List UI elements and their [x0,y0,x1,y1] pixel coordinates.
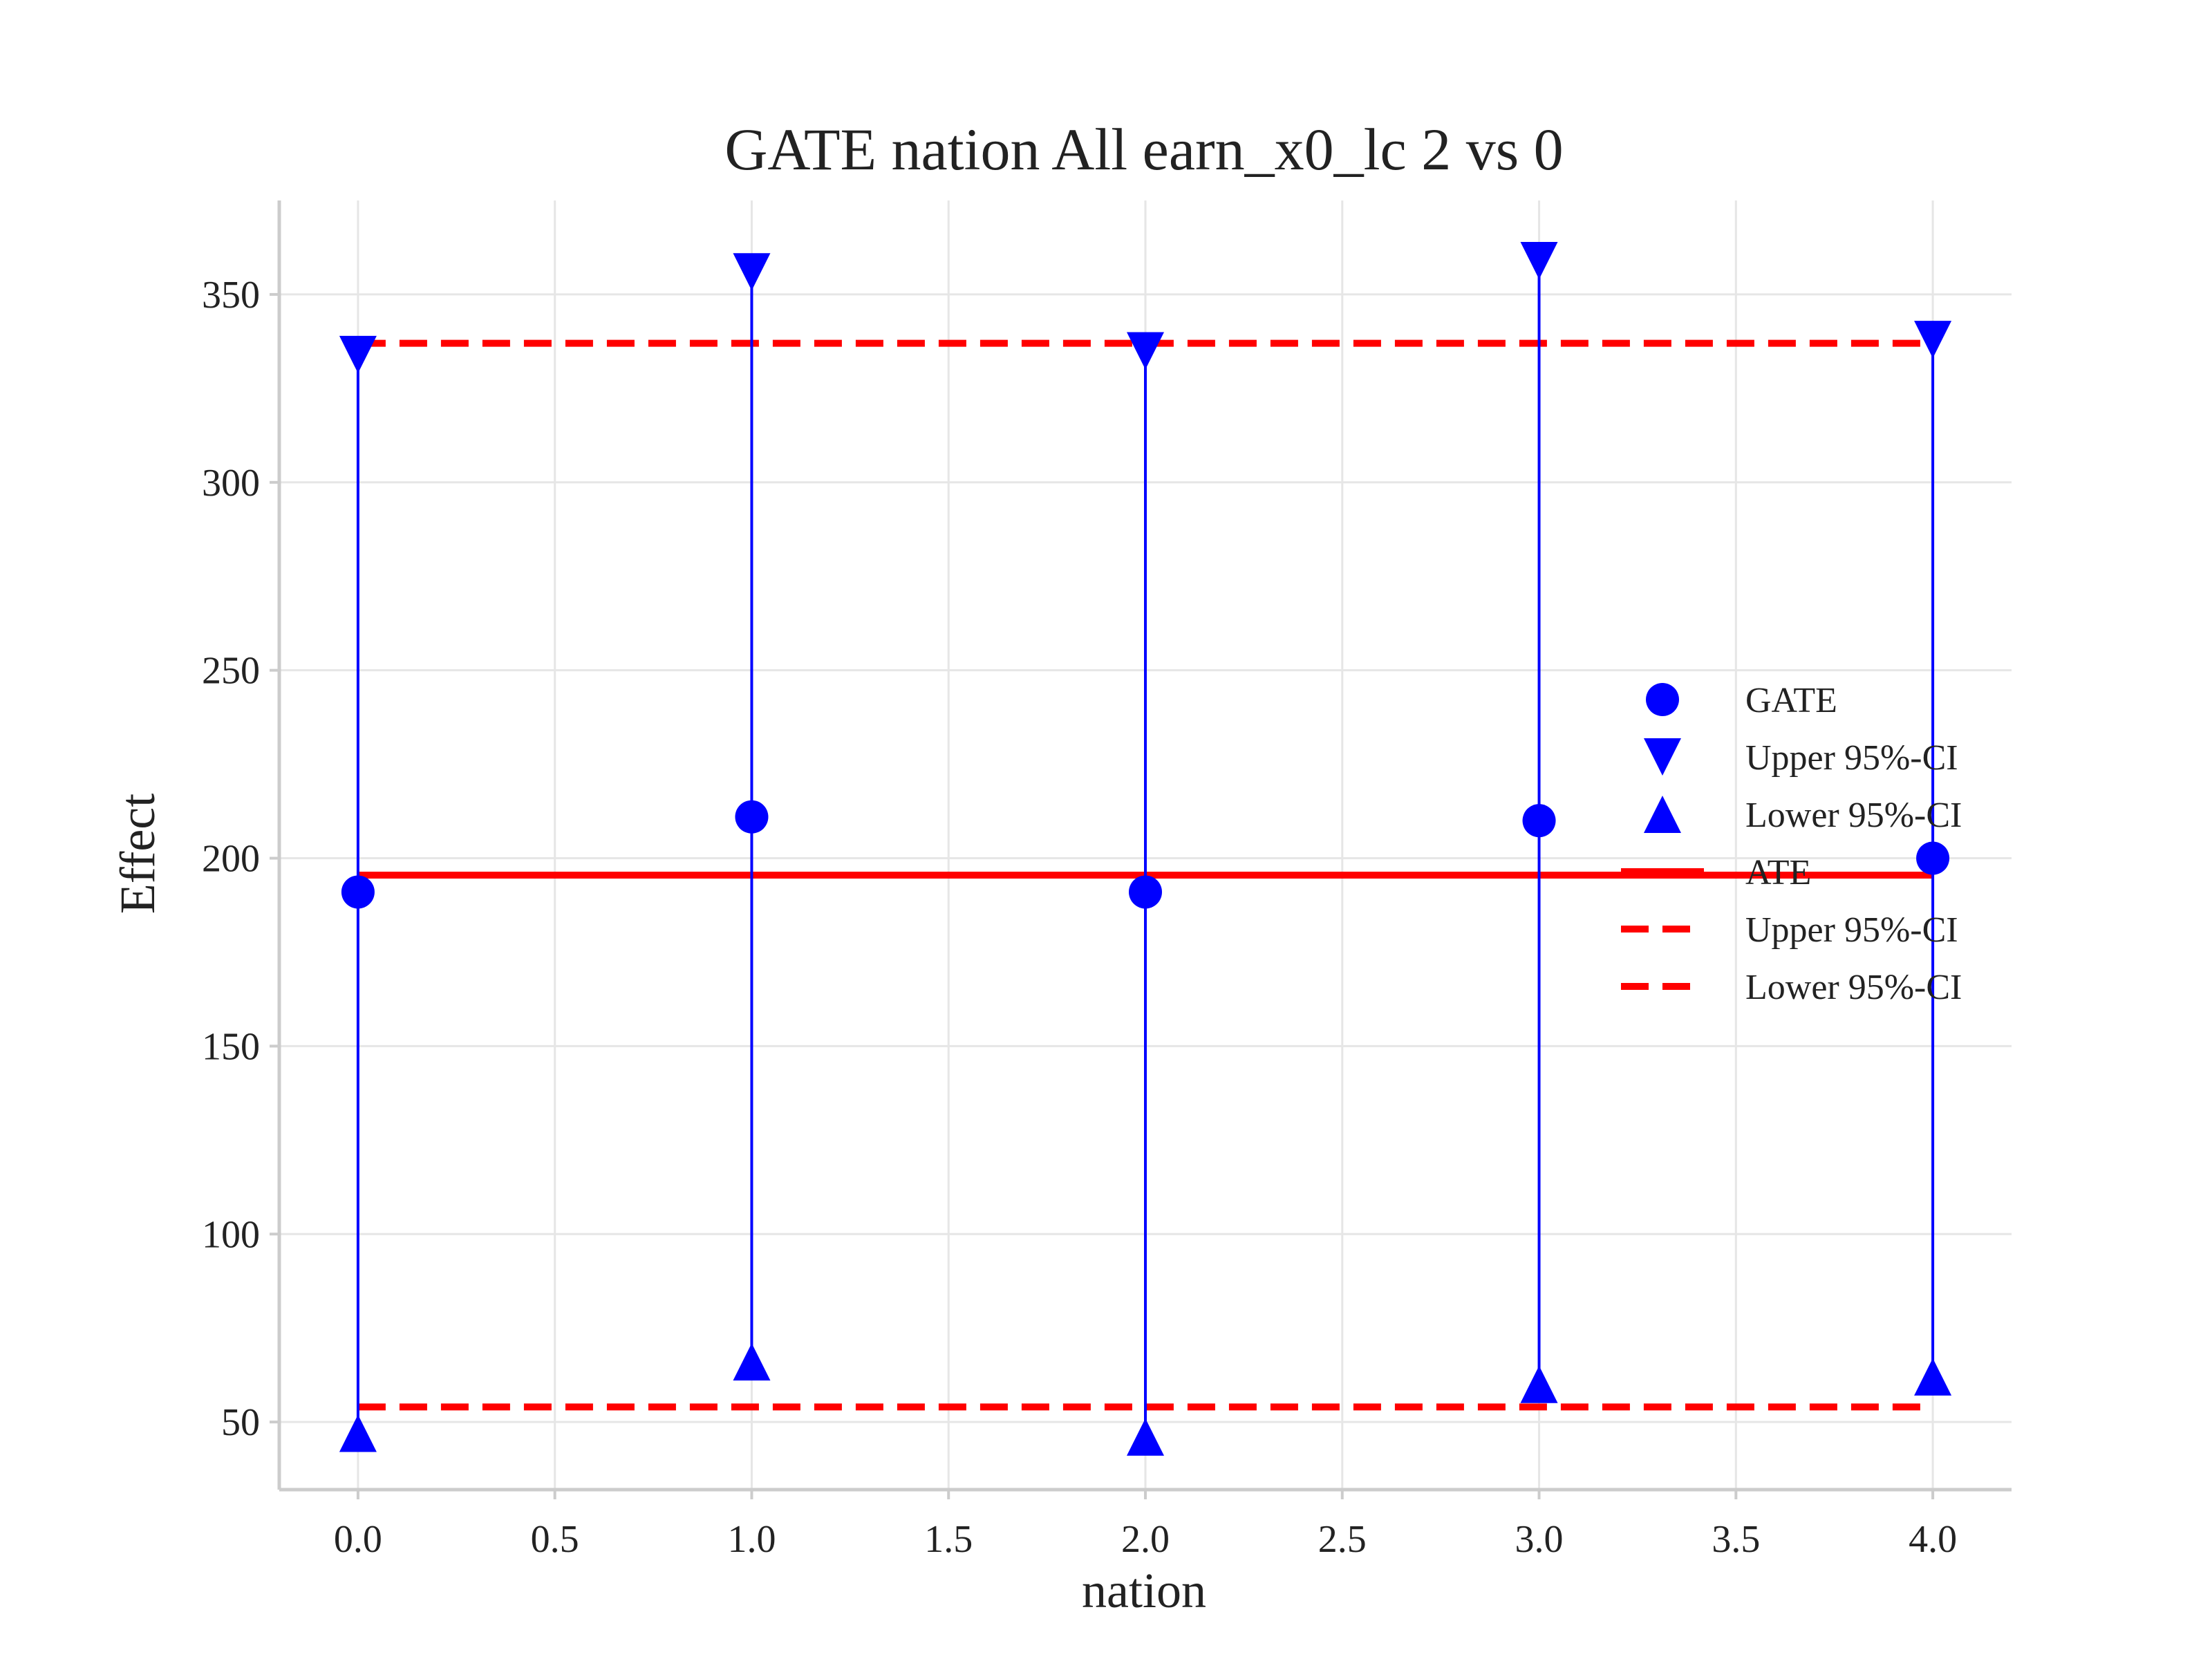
gate-point [1522,804,1556,838]
tick-labels: 0.0 0.5 1.0 1.5 2.0 2.5 3.0 3.5 4.0 50 100 150 200 25… [202,274,1957,1561]
x-tick-label: 2.5 [1318,1518,1367,1561]
lower-ci-point [1127,1418,1164,1456]
markers [339,241,1952,1456]
legend-gate-marker [1646,683,1679,716]
legend-label: GATE [1745,681,1837,720]
axes [270,200,2012,1499]
lower-ci-point [1914,1358,1952,1396]
y-tick-label: 350 [202,274,260,317]
x-tick-label: 1.0 [727,1518,776,1561]
x-tick-label: 3.0 [1515,1518,1564,1561]
chart-title: GATE nation All earn_x0_lc 2 vs 0 [724,116,1563,182]
x-tick-label: 2.0 [1121,1518,1170,1561]
y-tick-label: 50 [221,1401,260,1444]
upper-ci-point [1914,321,1952,359]
y-tick-label: 300 [202,462,260,505]
y-tick-label: 100 [202,1213,260,1256]
legend-lower-ci-marker [1644,796,1681,833]
legend: GATE Upper 95%-CI Lower 95%-CI ATE Upper 95%… [1621,681,1962,1007]
x-tick-label: 4.0 [1909,1518,1957,1561]
y-tick-label: 200 [202,838,260,881]
legend-upper-ci-marker [1644,738,1681,776]
upper-ci-point [339,335,377,373]
x-tick-label: 1.5 [924,1518,973,1561]
gate-point [1916,841,1950,875]
y-axis-title: Effect [110,794,165,915]
x-axis-title: nation [1082,1563,1206,1618]
x-tick-label: 0.5 [531,1518,579,1561]
y-tick-label: 250 [202,650,260,693]
gate-point [341,875,375,909]
y-tick-label: 150 [202,1025,260,1068]
legend-label: Lower 95%-CI [1745,968,1962,1007]
gate-point [735,800,769,834]
lower-ci-point [733,1343,771,1381]
lower-ci-point [339,1414,377,1452]
legend-label: Upper 95%-CI [1745,738,1958,778]
legend-label: ATE [1745,853,1811,892]
upper-ci-point [733,253,771,291]
x-tick-label: 0.0 [334,1518,382,1561]
x-tick-label: 3.5 [1712,1518,1760,1561]
legend-label: Lower 95%-CI [1745,796,1962,835]
upper-ci-point [1127,332,1164,370]
upper-ci-point [1520,241,1558,279]
lower-ci-point [1520,1365,1558,1403]
legend-label: Upper 95%-CI [1745,910,1958,950]
error-bars [356,260,1935,1437]
gate-point [1129,875,1162,909]
